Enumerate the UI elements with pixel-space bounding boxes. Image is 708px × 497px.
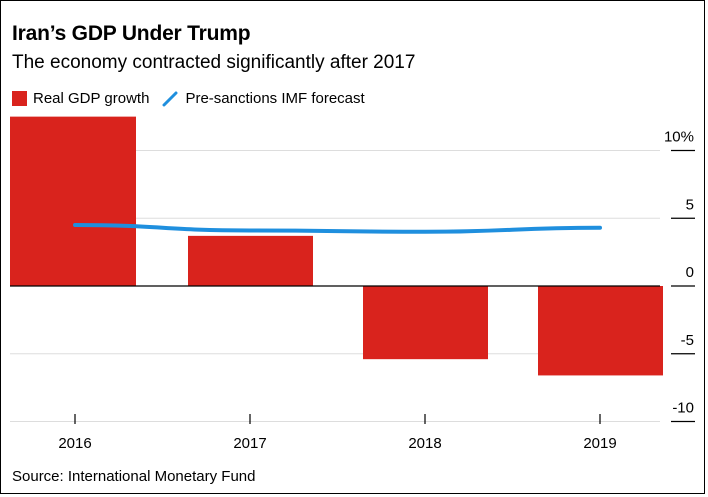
- legend-line-label: Pre-sanctions IMF forecast: [185, 90, 365, 107]
- legend-bar-swatch: [12, 91, 27, 106]
- legend-item-line: Pre-sanctions IMF forecast: [161, 90, 365, 107]
- x-tick-label: 2016: [58, 435, 91, 452]
- bar-2018: [363, 286, 488, 360]
- y-tick-label: 0: [686, 264, 694, 281]
- y-tick-label: 10%: [664, 129, 694, 146]
- x-tick-label: 2017: [233, 435, 266, 452]
- source-note: Source: International Monetary Fund: [12, 468, 256, 485]
- bar-2016: [10, 116, 136, 286]
- legend-bar-label: Real GDP growth: [33, 90, 150, 107]
- y-tick-label: 5: [686, 196, 694, 213]
- x-tick-label: 2019: [583, 435, 616, 452]
- legend: Real GDP growth Pre-sanctions IMF foreca…: [12, 90, 377, 107]
- y-tick-label: -10: [672, 400, 694, 417]
- legend-item-bar: Real GDP growth: [12, 90, 149, 107]
- bar-2017: [188, 235, 313, 286]
- forecast-line: [73, 223, 602, 234]
- bar-2019: [538, 286, 663, 376]
- y-tick-label: -5: [681, 332, 694, 349]
- legend-line-swatch: [162, 91, 178, 106]
- chart-title: Iran’s GDP Under Trump: [12, 22, 251, 45]
- chart-subtitle: The economy contracted significantly aft…: [12, 52, 416, 73]
- x-tick-label: 2018: [408, 435, 441, 452]
